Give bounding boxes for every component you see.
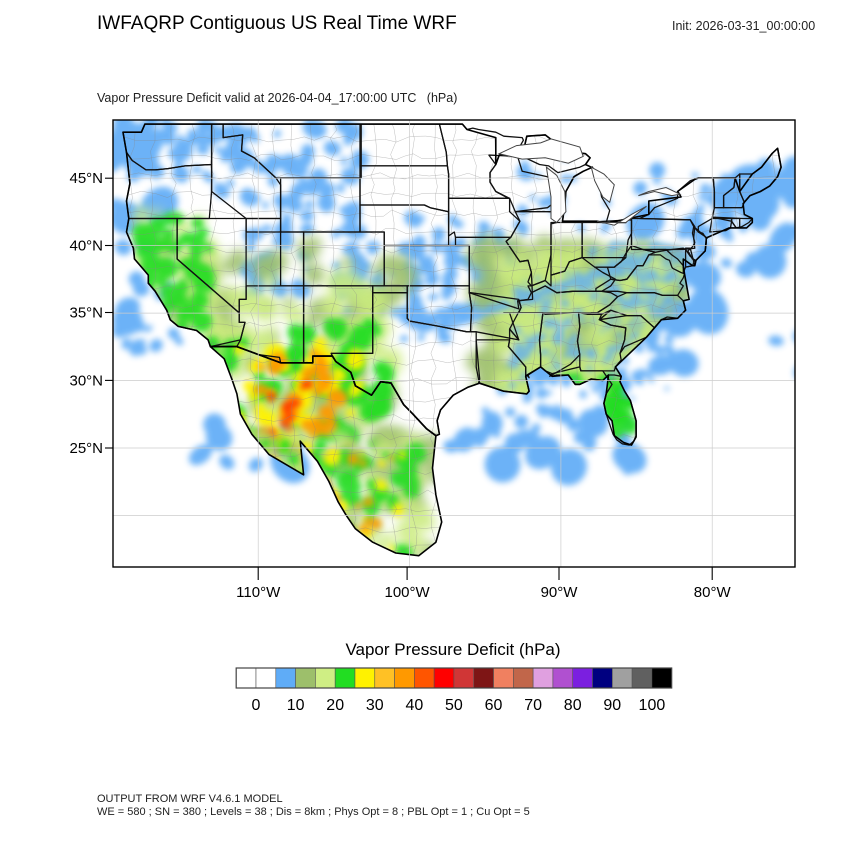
svg-text:30°N: 30°N [69,372,103,389]
svg-text:70: 70 [524,697,542,714]
svg-text:25°N: 25°N [69,440,103,457]
svg-text:Vapor Pressure Deficit (hPa): Vapor Pressure Deficit (hPa) [345,640,560,659]
svg-text:80: 80 [564,697,582,714]
svg-text:110°W: 110°W [236,584,281,601]
svg-text:45°N: 45°N [69,170,103,187]
svg-text:30: 30 [366,697,384,714]
svg-text:90: 90 [603,697,621,714]
svg-text:20: 20 [326,697,344,714]
svg-text:35°N: 35°N [69,305,103,322]
svg-text:50: 50 [445,697,463,714]
svg-text:40°N: 40°N [69,238,103,255]
svg-text:0: 0 [252,697,261,714]
svg-text:90°W: 90°W [541,584,579,601]
svg-text:10: 10 [287,697,305,714]
svg-text:100°W: 100°W [385,584,431,601]
svg-text:100: 100 [639,697,666,714]
svg-text:60: 60 [485,697,503,714]
svg-text:80°W: 80°W [694,584,732,601]
svg-text:40: 40 [406,697,424,714]
